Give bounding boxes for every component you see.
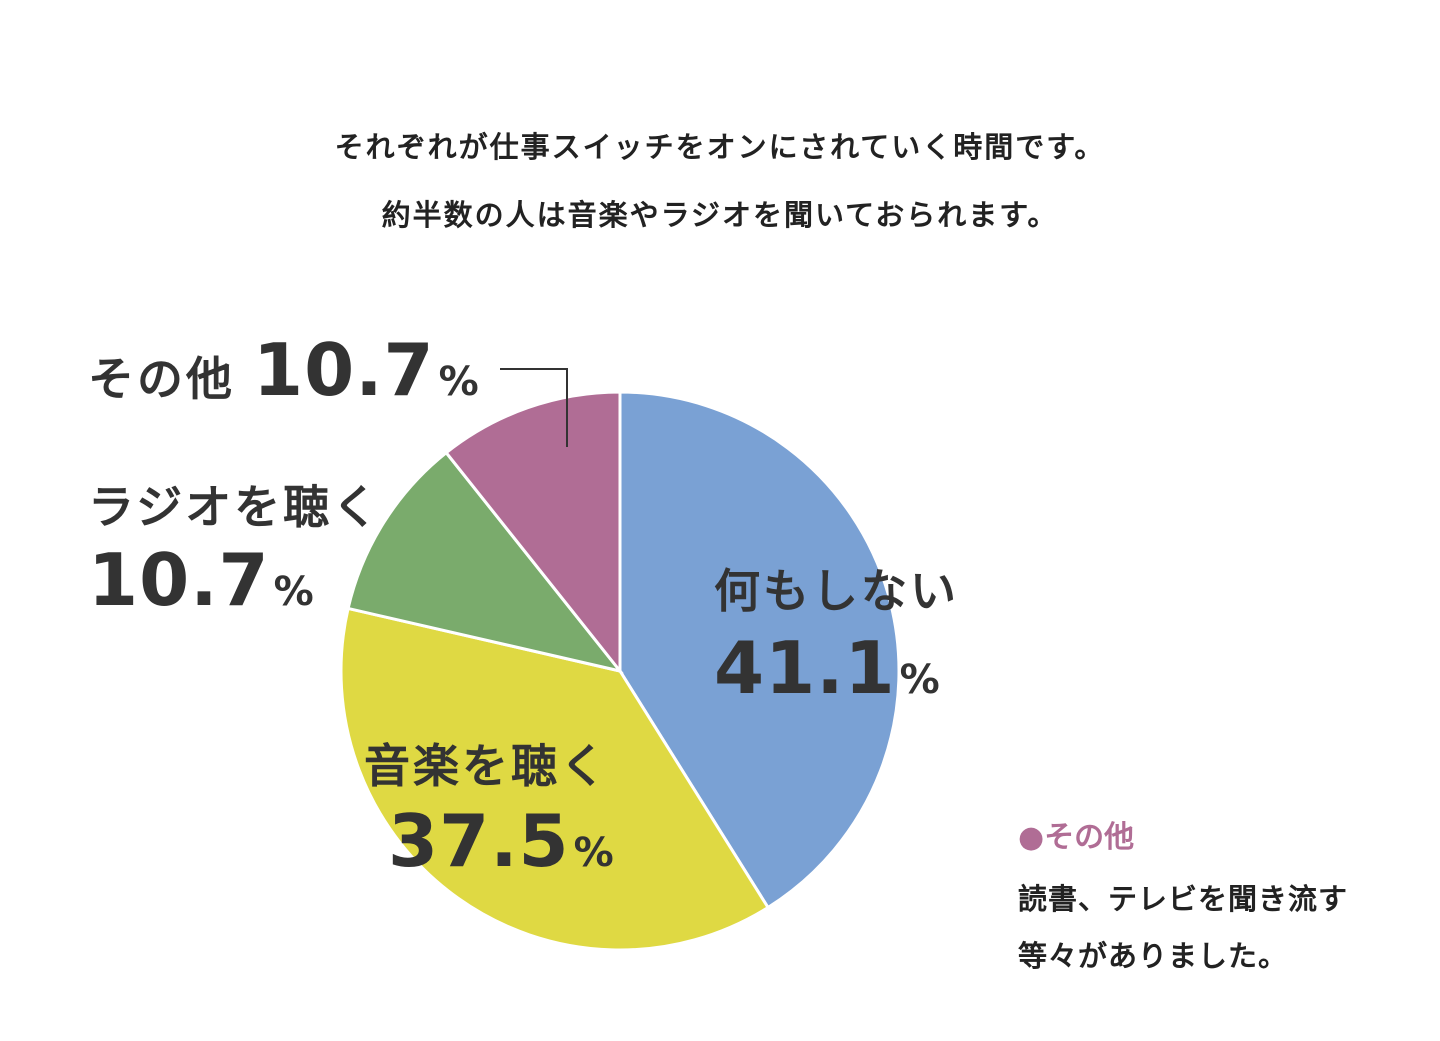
pie-slice-2 [346,450,624,674]
note-line-2: 等々がありました。 [1018,939,1289,973]
slice-name: 音楽を聴く [364,739,609,793]
slice-value: 37.5 [388,799,570,883]
slice-value: 10.7 [253,328,435,412]
slice-label-music: 音楽を聴く 37.5% [364,743,614,877]
pie-slice-0 [618,390,901,910]
slice-unit: % [573,830,614,876]
note-title: ●その他 [1018,812,1134,856]
note-bullet-icon: ● [1018,820,1045,855]
slice-name: 何もしない [714,564,959,618]
slice-label-nothing: 何もしない 41.1% [714,568,959,704]
other-leader-line [500,368,568,447]
intro-line-2: 約半数の人は音楽やラジオを聞いておられます。 [381,198,1059,232]
slice-unit: % [899,657,940,703]
intro-line-1: それぞれが仕事スイッチをオンにされていく時間です。 [334,130,1106,164]
note-line-1: 読書、テレビを聞き流す [1018,882,1349,916]
slice-unit: % [438,359,479,405]
slice-value: 41.1 [714,626,896,710]
pie-slice-1 [339,606,771,952]
slice-value: 10.7 [88,538,270,622]
slice-name: その他 [88,352,235,406]
pie-slice-3 [444,390,622,676]
slice-name: ラジオを聴く [88,480,382,534]
slice-unit: % [273,569,314,615]
pie-slices [339,390,901,952]
slice-label-radio: ラジオを聴く 10.7% [88,484,381,616]
note-title-text: その他 [1044,820,1135,855]
slice-label-other: その他 10.7% [88,334,479,406]
